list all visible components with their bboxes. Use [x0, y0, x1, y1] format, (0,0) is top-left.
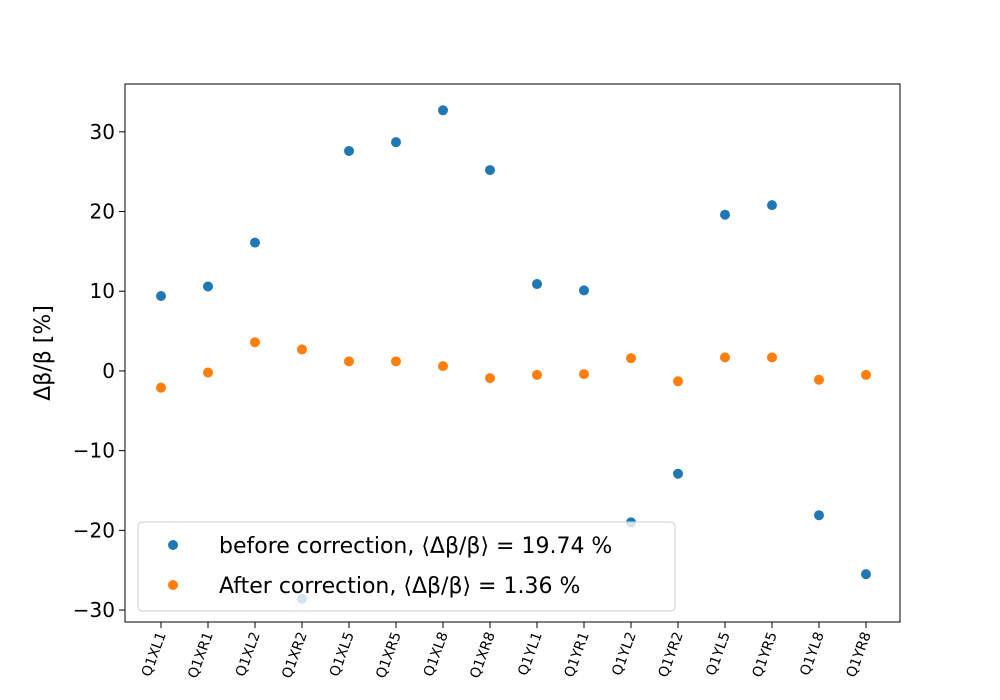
x-tick-label: Q1YR1 — [562, 630, 593, 680]
point-before-q1xr1 — [203, 281, 213, 292]
legend-marker-after — [168, 580, 178, 590]
y-tick-label: 10 — [90, 279, 115, 303]
point-before-q1xl8 — [438, 105, 448, 116]
point-before-q1xr8 — [485, 165, 495, 176]
legend-marker-before — [168, 540, 178, 550]
point-after-q1yr2 — [673, 376, 683, 387]
x-tick-label: Q1YL1 — [515, 630, 545, 678]
x-tick-label: Q1XR8 — [467, 630, 499, 681]
y-axis: −30 −20 −10 0 10 20 30 — [73, 120, 125, 622]
x-tick-label: Q1YR8 — [844, 630, 875, 680]
point-after-q1xr5 — [391, 356, 401, 367]
legend-label-after: After correction, ⟨Δβ/β⟩ = 1.36 % — [219, 574, 580, 599]
point-after-q1yl2 — [626, 353, 636, 364]
point-after-q1yl8 — [814, 374, 824, 385]
legend-frame — [137, 521, 676, 612]
point-before-q1yl1 — [532, 279, 542, 290]
point-after-q1xl1 — [156, 382, 166, 393]
x-tick-label: Q1XR2 — [279, 630, 311, 681]
x-tick-label: Q1YL5 — [703, 630, 733, 678]
x-tick-label: Q1YR5 — [750, 630, 781, 680]
x-axis: Q1XL1 Q1XR1 Q1XL2 Q1XR2 Q1XL5 Q1XR5 Q1XL8 Q1XR8… — [139, 622, 875, 681]
x-tick-label: Q1YL8 — [797, 630, 827, 678]
y-tick-label: −30 — [73, 598, 115, 622]
y-tick-label: 0 — [102, 359, 115, 383]
y-tick-label: −20 — [73, 518, 115, 542]
point-after-q1xl2 — [250, 337, 260, 348]
point-after-q1yr8 — [861, 369, 871, 380]
legend: before correction, ⟨Δβ/β⟩ = 19.74 % Afte… — [137, 521, 676, 612]
x-tick-label: Q1XR1 — [185, 630, 217, 681]
point-after-q1yl5 — [720, 352, 730, 363]
x-tick-label: Q1XL1 — [139, 630, 170, 679]
point-before-q1xr5 — [391, 137, 401, 148]
point-after-q1xl8 — [438, 361, 448, 372]
y-tick-label: −10 — [73, 439, 115, 463]
point-after-q1xl5 — [344, 356, 354, 367]
plot-frame — [124, 83, 901, 623]
x-tick-label: Q1XL8 — [421, 630, 452, 679]
point-before-q1yr2 — [673, 468, 683, 479]
point-after-q1xr2 — [297, 344, 307, 355]
x-tick-label: Q1YL2 — [609, 630, 639, 678]
point-before-q1yr8 — [861, 569, 871, 580]
point-before-q1xl2 — [250, 237, 260, 248]
y-tick-label: 30 — [90, 120, 115, 144]
point-after-q1yr5 — [767, 352, 777, 363]
point-before-q1yl5 — [720, 209, 730, 220]
y-axis-label: Δβ/β [%] — [31, 305, 56, 401]
x-tick-label: Q1XL5 — [327, 630, 358, 679]
x-tick-label: Q1XR5 — [373, 630, 405, 681]
point-after-q1xr8 — [485, 373, 495, 384]
point-after-q1xr1 — [203, 367, 213, 378]
point-before-q1xl1 — [156, 291, 166, 302]
x-tick-label: Q1YR2 — [656, 630, 687, 680]
point-before-q1yl8 — [814, 510, 824, 521]
point-after-q1yl1 — [532, 369, 542, 380]
x-tick-label: Q1XL2 — [233, 630, 264, 679]
point-after-q1yr1 — [579, 369, 589, 380]
legend-label-before: before correction, ⟨Δβ/β⟩ = 19.74 % — [219, 534, 612, 559]
point-before-q1yr1 — [579, 285, 589, 296]
y-tick-label: 20 — [90, 200, 115, 224]
point-before-q1yr5 — [767, 200, 777, 211]
point-before-q1xl5 — [344, 145, 354, 156]
